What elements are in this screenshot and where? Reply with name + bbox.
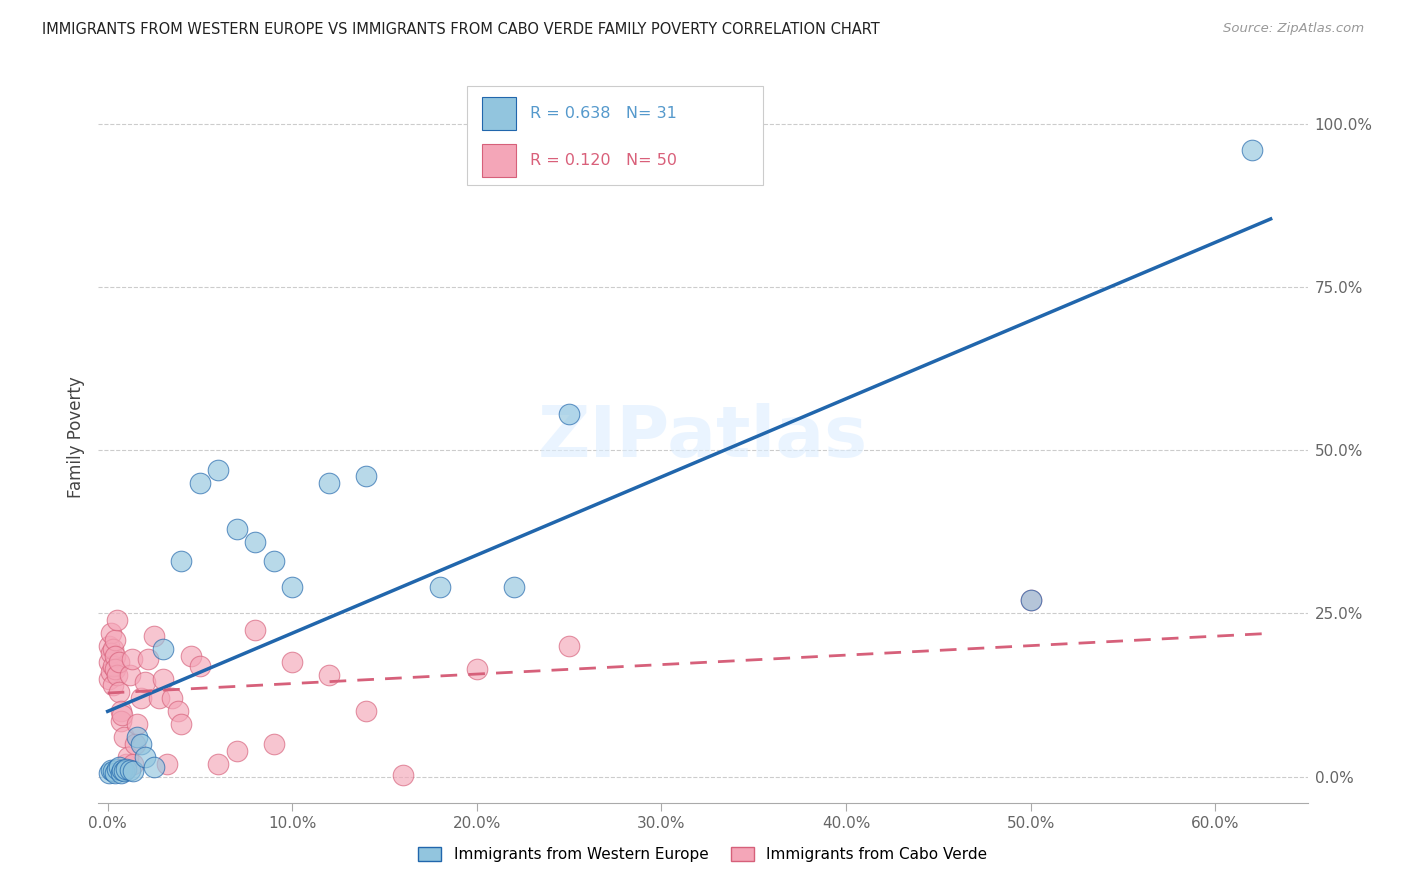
Text: R = 0.120   N= 50: R = 0.120 N= 50 [530, 153, 678, 168]
Point [115, 756, 138, 771]
Point [354, 469, 377, 483]
Point [207, 756, 229, 771]
Point [465, 662, 488, 676]
Point [142, 629, 165, 643]
Point [110, 766, 132, 780]
Point [122, 756, 145, 771]
Point [162, 691, 184, 706]
Point [110, 705, 132, 719]
Point [263, 737, 285, 751]
Text: Source: ZipAtlas.com: Source: ZipAtlas.com [1223, 22, 1364, 36]
Point [100, 646, 122, 660]
Point [127, 731, 149, 745]
Point [112, 764, 135, 779]
Text: ZIPatlas: ZIPatlas [538, 402, 868, 472]
Text: IMMIGRANTS FROM WESTERN EUROPE VS IMMIGRANTS FROM CABO VERDE FAMILY POVERTY CORR: IMMIGRANTS FROM WESTERN EUROPE VS IMMIGR… [42, 22, 880, 37]
Point [281, 656, 304, 670]
Point [225, 743, 247, 757]
FancyBboxPatch shape [467, 86, 763, 185]
Point [100, 665, 122, 680]
Point [110, 714, 132, 728]
Point [129, 737, 152, 751]
Point [558, 639, 581, 653]
Point [98, 672, 121, 686]
Point [112, 731, 135, 745]
Point [103, 658, 125, 673]
Point [107, 760, 129, 774]
Point [429, 580, 451, 594]
Point [225, 521, 247, 535]
Point [354, 705, 377, 719]
Point [245, 534, 267, 549]
Point [142, 760, 165, 774]
Y-axis label: Family Poverty: Family Poverty [66, 376, 84, 498]
Legend: Immigrants from Western Europe, Immigrants from Cabo Verde: Immigrants from Western Europe, Immigran… [412, 841, 994, 868]
Point [166, 705, 188, 719]
Point [1241, 143, 1264, 157]
Point [170, 554, 193, 568]
Point [245, 623, 267, 637]
Point [318, 475, 340, 490]
Point [124, 737, 146, 751]
Point [103, 764, 125, 779]
Point [100, 763, 122, 777]
Point [558, 407, 581, 421]
Point [180, 648, 202, 663]
Point [1019, 593, 1042, 607]
Point [104, 765, 127, 780]
Point [502, 580, 524, 594]
Point [107, 656, 129, 670]
Point [1019, 593, 1042, 607]
Point [105, 613, 128, 627]
Point [111, 707, 134, 722]
FancyBboxPatch shape [482, 97, 516, 130]
Point [105, 762, 128, 776]
Point [134, 675, 156, 690]
Point [152, 642, 174, 657]
Point [170, 717, 193, 731]
Point [104, 648, 127, 663]
Point [281, 580, 304, 594]
Point [105, 668, 128, 682]
Point [111, 763, 134, 777]
Point [263, 554, 285, 568]
Point [100, 626, 122, 640]
Point [118, 668, 141, 682]
Point [103, 642, 125, 657]
Point [121, 652, 143, 666]
Text: R = 0.638   N= 31: R = 0.638 N= 31 [530, 106, 676, 121]
Point [117, 750, 139, 764]
Point [104, 662, 127, 676]
Point [188, 658, 211, 673]
Point [122, 764, 145, 779]
FancyBboxPatch shape [482, 144, 516, 177]
Point [207, 463, 229, 477]
Point [115, 762, 138, 776]
Point [118, 763, 141, 777]
Point [129, 691, 152, 706]
Point [156, 756, 179, 771]
Point [148, 691, 170, 706]
Point [188, 475, 211, 490]
Point [127, 717, 149, 731]
Point [134, 750, 156, 764]
Point [98, 766, 121, 780]
Point [103, 678, 125, 692]
Point [104, 632, 127, 647]
Point [392, 768, 415, 782]
Point [98, 639, 121, 653]
Point [152, 672, 174, 686]
Point [107, 685, 129, 699]
Point [136, 652, 159, 666]
Point [318, 668, 340, 682]
Point [98, 656, 121, 670]
